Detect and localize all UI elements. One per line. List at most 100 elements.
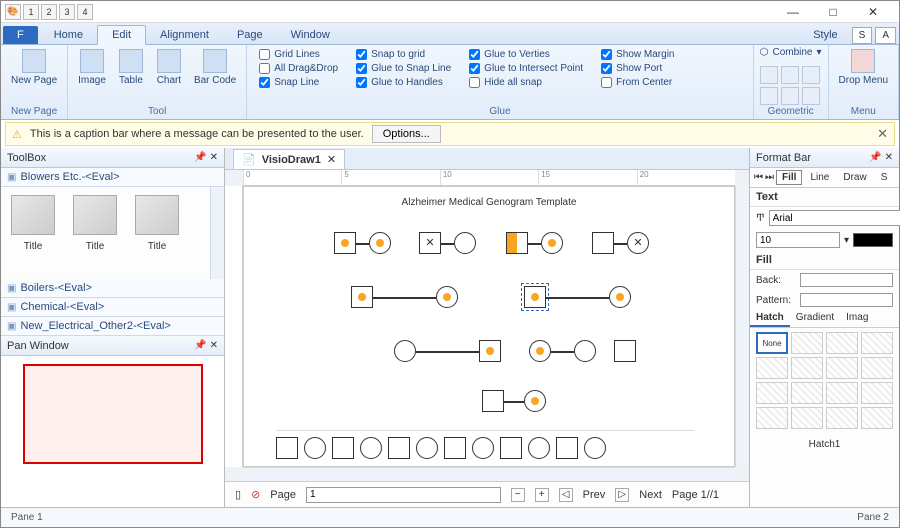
glue-checkbox[interactable]: Glue to Handles bbox=[356, 77, 451, 88]
tool-button[interactable]: Chart bbox=[152, 47, 186, 88]
glue-checkbox[interactable]: Show Margin bbox=[601, 49, 674, 60]
style-label[interactable]: Style bbox=[799, 26, 851, 44]
drawing-canvas[interactable]: Alzheimer Medical Genogram Template ✕✕ bbox=[243, 186, 735, 467]
maximize-button[interactable]: □ bbox=[819, 5, 847, 19]
palette-shape[interactable] bbox=[276, 437, 298, 459]
genogram-node[interactable]: ✕ bbox=[627, 232, 649, 254]
checkbox-input[interactable] bbox=[469, 63, 480, 74]
tab-window[interactable]: Window bbox=[277, 26, 344, 44]
tab-edit[interactable]: Edit bbox=[97, 25, 146, 45]
page-number-input[interactable] bbox=[306, 487, 501, 503]
hatch-swatch[interactable] bbox=[826, 332, 858, 354]
qat-4[interactable]: 4 bbox=[77, 4, 93, 20]
tab-alignment[interactable]: Alignment bbox=[146, 26, 223, 44]
tool-button[interactable]: Table bbox=[114, 47, 148, 88]
next-page-icon[interactable]: ▷ bbox=[615, 488, 629, 502]
horizontal-scrollbar[interactable] bbox=[243, 467, 735, 481]
prev-page-icon[interactable]: ◁ bbox=[559, 488, 573, 502]
palette-shape[interactable] bbox=[528, 437, 550, 459]
hatch-swatch[interactable] bbox=[756, 407, 788, 429]
glue-checkbox[interactable]: Show Port bbox=[601, 63, 674, 74]
checkbox-input[interactable] bbox=[356, 49, 367, 60]
genogram-node[interactable] bbox=[529, 340, 551, 362]
format-tab-s[interactable]: S bbox=[875, 170, 894, 185]
glue-checkbox[interactable]: Glue to Snap Line bbox=[356, 63, 451, 74]
genogram-node[interactable] bbox=[574, 340, 596, 362]
checkbox-input[interactable] bbox=[601, 49, 612, 60]
palette-shape[interactable] bbox=[416, 437, 438, 459]
combine-button[interactable]: ⬡Combine ▾ bbox=[760, 47, 822, 58]
genogram-node[interactable] bbox=[614, 340, 636, 362]
hatch-swatch[interactable] bbox=[791, 332, 823, 354]
file-tab[interactable]: F bbox=[3, 26, 38, 44]
toolbox-section[interactable]: Boilers-<Eval> bbox=[1, 279, 224, 298]
genogram-node[interactable] bbox=[369, 232, 391, 254]
hatch-swatch[interactable] bbox=[791, 382, 823, 404]
glue-checkbox[interactable]: Glue to Intersect Point bbox=[469, 63, 583, 74]
pan-thumbnail[interactable] bbox=[23, 364, 203, 464]
hatch-swatch[interactable] bbox=[861, 332, 893, 354]
qat-1[interactable]: 1 bbox=[23, 4, 39, 20]
pan-window[interactable] bbox=[1, 356, 224, 507]
style-s-button[interactable]: S bbox=[852, 27, 873, 44]
checkbox-input[interactable] bbox=[259, 63, 270, 74]
hatch-swatch[interactable] bbox=[861, 357, 893, 379]
palette-shape[interactable] bbox=[500, 437, 522, 459]
genogram-node[interactable] bbox=[506, 232, 528, 254]
subtab-hatch[interactable]: Hatch bbox=[750, 310, 790, 327]
toolbox-scrollbar[interactable] bbox=[210, 187, 224, 279]
genogram-node[interactable] bbox=[541, 232, 563, 254]
tab-close-icon[interactable]: ✕ bbox=[327, 153, 336, 166]
geo-tool-icon[interactable] bbox=[760, 66, 778, 84]
genogram-node[interactable]: ✕ bbox=[419, 232, 441, 254]
toolbox-section[interactable]: Chemical-<Eval> bbox=[1, 298, 224, 317]
stencil-item[interactable]: Title bbox=[11, 195, 55, 271]
font-name-input[interactable] bbox=[769, 210, 900, 226]
glue-checkbox[interactable]: Snap Line bbox=[259, 77, 338, 88]
palette-shape[interactable] bbox=[332, 437, 354, 459]
tab-home[interactable]: Home bbox=[40, 26, 97, 44]
palette-shape[interactable] bbox=[584, 437, 606, 459]
pattern-input[interactable] bbox=[800, 293, 893, 307]
tool-button[interactable]: Bar Code bbox=[190, 47, 240, 88]
palette-shape[interactable] bbox=[304, 437, 326, 459]
style-a-button[interactable]: A bbox=[875, 27, 896, 44]
genogram-node[interactable] bbox=[482, 390, 504, 412]
tab-scroll-right[interactable]: ⏭ bbox=[765, 172, 774, 183]
caption-close-button[interactable]: ✕ bbox=[877, 126, 888, 142]
hatch-swatch[interactable] bbox=[791, 357, 823, 379]
subtab-gradient[interactable]: Gradient bbox=[790, 310, 840, 327]
geo-tool-icon[interactable] bbox=[802, 66, 820, 84]
checkbox-input[interactable] bbox=[469, 49, 480, 60]
qat-3[interactable]: 3 bbox=[59, 4, 75, 20]
glue-checkbox[interactable]: Glue to Verties bbox=[469, 49, 583, 60]
genogram-node[interactable] bbox=[592, 232, 614, 254]
genogram-node[interactable] bbox=[394, 340, 416, 362]
document-tab[interactable]: 📄 VisioDraw1 ✕ bbox=[233, 149, 345, 169]
geo-tool-icon[interactable] bbox=[760, 87, 778, 105]
genogram-node[interactable] bbox=[479, 340, 501, 362]
close-button[interactable]: ✕ bbox=[859, 5, 887, 19]
hatch-swatch[interactable]: None bbox=[756, 332, 788, 354]
genogram-node[interactable] bbox=[524, 390, 546, 412]
glue-checkbox[interactable]: From Center bbox=[601, 77, 674, 88]
hatch-swatch[interactable] bbox=[861, 407, 893, 429]
palette-shape[interactable] bbox=[472, 437, 494, 459]
formatbar-pin-icon[interactable]: 📌 ✕ bbox=[869, 152, 893, 163]
genogram-node[interactable] bbox=[334, 232, 356, 254]
genogram-node[interactable] bbox=[351, 286, 373, 308]
stencil-item[interactable]: Title bbox=[73, 195, 117, 271]
checkbox-input[interactable] bbox=[259, 49, 270, 60]
geo-tool-icon[interactable] bbox=[781, 66, 799, 84]
nav-stop-icon[interactable]: ⊘ bbox=[251, 488, 260, 501]
geo-tool-icon[interactable] bbox=[781, 87, 799, 105]
geo-tool-icon[interactable] bbox=[802, 87, 820, 105]
new-page-button[interactable]: New Page bbox=[7, 47, 61, 88]
toolbox-section[interactable]: New_Electrical_Other2-<Eval> bbox=[1, 317, 224, 336]
subtab-image[interactable]: Imag bbox=[840, 310, 874, 327]
back-color-input[interactable] bbox=[800, 273, 893, 287]
panwindow-pin-icon[interactable]: 📌 ✕ bbox=[194, 340, 218, 351]
genogram-node[interactable] bbox=[436, 286, 458, 308]
glue-checkbox[interactable]: Hide all snap bbox=[469, 77, 583, 88]
font-size-input[interactable] bbox=[756, 232, 840, 248]
